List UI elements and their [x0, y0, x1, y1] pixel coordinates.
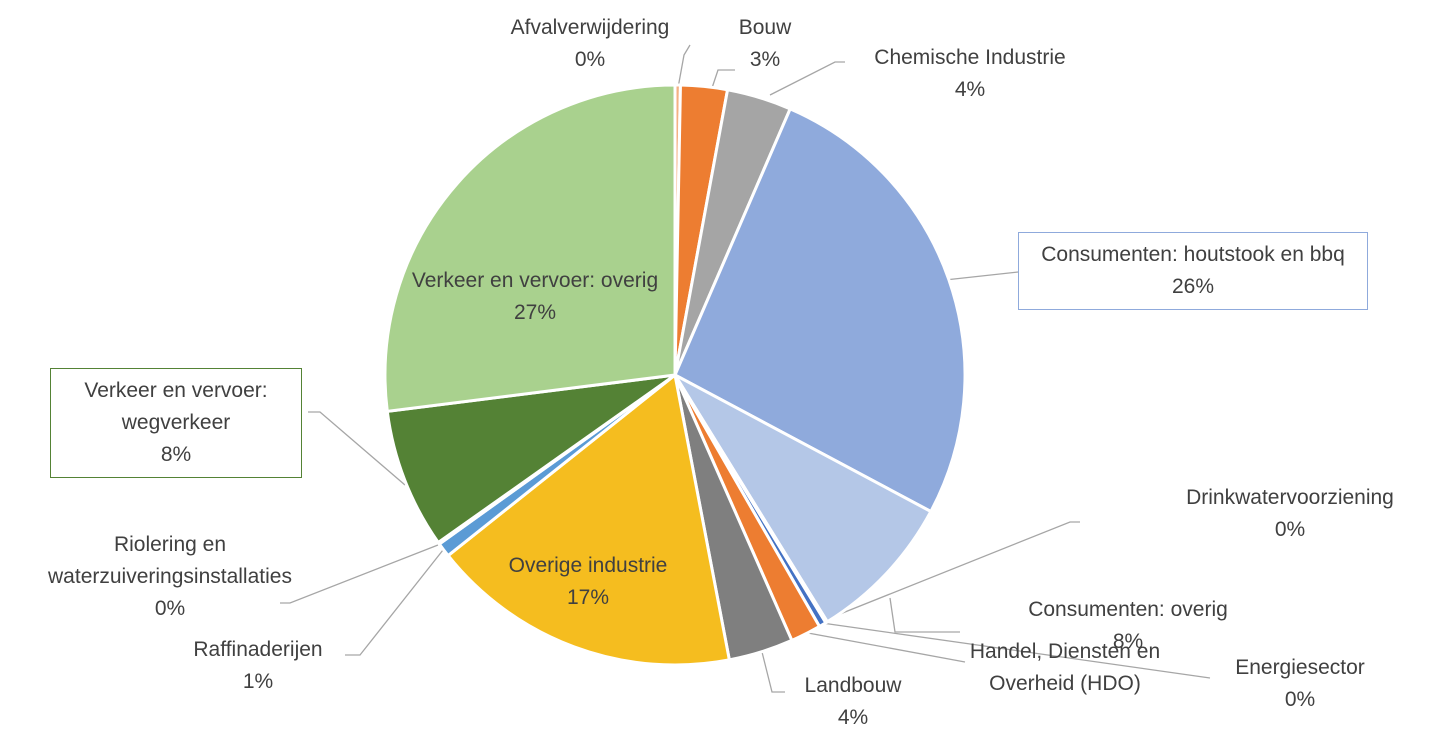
value-label: 17%	[566, 586, 610, 609]
data-label: Verkeer en vervoer: overig 27%	[400, 265, 670, 329]
data-label: Chemische Industrie 4%	[835, 42, 1105, 106]
value-label: 4%	[837, 706, 869, 729]
pie-slice	[445, 372, 732, 667]
category-label: Drinkwatervoorziening	[1186, 486, 1394, 509]
leader-line	[677, 44, 691, 89]
value-label: 8%	[1112, 630, 1144, 653]
leader-line	[769, 61, 845, 96]
category-label: Chemische Industrie	[874, 46, 1066, 69]
data-label: Afvalverwijdering 0%	[475, 12, 705, 76]
category-label: Landbouw	[804, 674, 902, 697]
data-label: Overige industrie 17%	[468, 550, 708, 614]
leader-line	[944, 271, 1019, 281]
pie-slice	[383, 83, 677, 414]
pie-slice	[673, 106, 967, 514]
data-label: Consumenten: houtstook en bbq 26%	[1018, 232, 1368, 310]
leader-line	[711, 69, 735, 89]
category-label: Handel, Diensten en Overheid (HDO)	[969, 640, 1161, 695]
data-label: Landbouw 4%	[778, 670, 928, 734]
category-label: Bouw	[738, 16, 792, 39]
data-label: Energiesector 0%	[1200, 652, 1400, 716]
category-label: Verkeer en vervoer: overig	[411, 269, 659, 292]
value-label: 0%	[154, 597, 186, 620]
category-label: Energiesector	[1235, 656, 1365, 679]
value-label: 1%	[242, 670, 274, 693]
pie-slice	[670, 371, 933, 624]
data-label: Verkeer en vervoer: wegverkeer 8%	[50, 368, 302, 478]
category-label: Verkeer en vervoer: wegverkeer	[84, 379, 268, 434]
value-label: 8%	[160, 443, 192, 466]
data-label: Bouw 3%	[720, 12, 810, 76]
category-label: Raffinaderijen	[193, 638, 323, 661]
data-label: Riolering en waterzuiveringsinstallaties…	[5, 529, 335, 625]
leader-line	[807, 632, 966, 663]
leader-line	[821, 622, 1211, 679]
leader-line	[824, 521, 1080, 621]
value-label: 3%	[749, 48, 781, 71]
value-label: 0%	[1274, 518, 1306, 541]
category-label: Afvalverwijdering	[510, 16, 670, 39]
value-label: 26%	[1171, 275, 1215, 298]
leader-line	[345, 549, 444, 656]
category-label: Consumenten: houtstook en bbq	[1041, 243, 1345, 266]
data-label: Handel, Diensten en Overheid (HDO)	[960, 636, 1170, 700]
category-label: Consumenten: overig	[1028, 598, 1228, 621]
data-label: Consumenten: overig 8%	[988, 594, 1268, 658]
data-label: Drinkwatervoorziening 0%	[1150, 482, 1430, 546]
leader-line	[889, 597, 960, 633]
leader-line	[280, 544, 439, 604]
pie-slice	[385, 373, 676, 545]
category-label: Riolering en waterzuiveringsinstallaties	[48, 533, 292, 588]
leader-line	[761, 651, 785, 693]
leader-line	[308, 411, 406, 486]
value-label: 4%	[954, 78, 986, 101]
value-label: 0%	[574, 48, 606, 71]
value-label: 27%	[513, 301, 557, 324]
data-label: Raffinaderijen 1%	[158, 634, 358, 698]
category-label: Overige industrie	[508, 554, 668, 577]
value-label: 0%	[1284, 688, 1316, 711]
